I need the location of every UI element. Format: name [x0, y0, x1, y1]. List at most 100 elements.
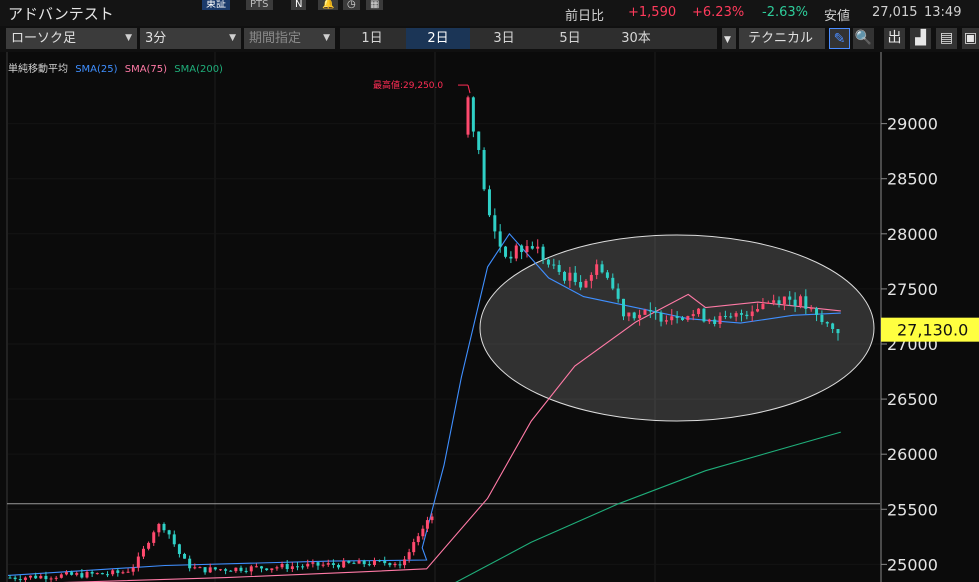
candle-body [836, 329, 840, 334]
alert-bell-icon[interactable]: 🔔 [318, 0, 339, 10]
candle-body [157, 523, 161, 533]
candle-body [493, 215, 497, 232]
candle-body [616, 288, 620, 299]
quote-time: 13:49 [924, 5, 962, 20]
candle-body [342, 560, 346, 568]
tab-tse[interactable]: 東証 [202, 0, 230, 10]
range-dropdown-button[interactable]: ▼ [722, 28, 736, 49]
candle-body [766, 302, 770, 304]
price-chart[interactable]: 2900028500280002750027000265002600025500… [0, 52, 979, 582]
period-select[interactable]: 期間指定 ▼ [244, 28, 335, 49]
candle-body [167, 530, 171, 535]
board-icon[interactable]: ▦ [366, 0, 384, 10]
candle-body [347, 560, 351, 563]
stock-title: アドバンテスト [8, 5, 114, 23]
candle-body [239, 567, 243, 571]
zoom-icon[interactable]: 🔍 [853, 28, 874, 49]
candle-body [750, 311, 754, 317]
candle-body [39, 575, 43, 579]
chart-type-select[interactable]: ローソク足 ▼ [6, 28, 137, 49]
candle-body [563, 271, 567, 281]
candle-body [152, 532, 156, 543]
candle-body [352, 562, 356, 564]
candle-body [126, 571, 130, 573]
low-label: 安値 [824, 9, 851, 24]
candle-body [525, 246, 529, 253]
output-icon[interactable]: 出 [884, 28, 905, 49]
candle-body [638, 314, 642, 319]
range-1d-button[interactable]: 1日 [361, 31, 383, 46]
candle-body [627, 312, 631, 317]
window-icon[interactable]: ▣ [962, 28, 979, 49]
candle-body [416, 536, 420, 543]
candle-body [798, 296, 802, 306]
legend-sma200: SMA(200) [174, 64, 223, 75]
y-tick-label: 28000 [887, 225, 938, 244]
chart-toolbar: ローソク足 ▼ 3分 ▼ 期間指定 ▼ 1日 2日 3日 5日 30本 ▼ テク… [0, 26, 979, 52]
range-2d-button[interactable]: 2日 [406, 28, 470, 49]
candle-body [54, 577, 58, 579]
y-tick-label: 25000 [887, 555, 938, 574]
candle-body [430, 516, 434, 521]
candle-body [316, 562, 320, 566]
candle-body [295, 566, 299, 568]
candle-body [546, 259, 550, 265]
candle-body [301, 566, 305, 568]
candle-body [654, 311, 658, 313]
candle-body [121, 572, 125, 574]
chart-area[interactable]: 29000 28500 28000 27500 27000 26500 26000 25500… [0, 52, 979, 582]
candle-body [13, 577, 17, 580]
candle-body [425, 520, 429, 529]
candle-body [275, 567, 279, 569]
candle-body [393, 563, 397, 566]
candle-body [172, 534, 176, 545]
candle-body [707, 319, 711, 322]
candle-body [680, 317, 684, 320]
candle-body [234, 567, 238, 572]
area-chart-icon[interactable]: ▟ [910, 28, 931, 49]
candle-body [49, 578, 53, 580]
candle-body [541, 246, 545, 260]
candle-body [357, 560, 361, 564]
news-icon[interactable]: N [291, 0, 307, 10]
candle-body [229, 570, 233, 572]
range-5d-button[interactable]: 5日 [559, 31, 581, 46]
candle-body [249, 566, 253, 572]
candle-body [648, 310, 652, 312]
candle-body [362, 560, 366, 565]
candle-body [100, 573, 104, 575]
sma200-line [455, 431, 841, 582]
candle-body [568, 272, 572, 281]
candle-body [622, 298, 626, 317]
y-tick-label: 27500 [887, 280, 938, 299]
top-bar: アドバンテスト 東証 PTS N 🔔 ◷ ▦ 前日比 +1,590 +6.23%… [0, 0, 979, 26]
pencil-icon[interactable]: ✎ [829, 28, 850, 49]
candle-body [372, 560, 376, 565]
candle-body [398, 564, 402, 566]
candle-body [64, 572, 68, 575]
sma75-line [62, 293, 841, 582]
range-3d-button[interactable]: 3日 [493, 31, 515, 46]
candle-body [183, 553, 187, 559]
candle-body [218, 569, 222, 571]
candle-body [691, 314, 695, 317]
candle-body [367, 564, 371, 566]
tab-pts[interactable]: PTS [246, 0, 273, 10]
history-icon[interactable]: ◷ [343, 0, 360, 10]
candle-body [70, 572, 74, 575]
range-30bars-button[interactable]: 30本 [621, 31, 651, 46]
candle-body [702, 308, 706, 322]
candle-body [311, 562, 315, 564]
candle-body [244, 570, 248, 572]
candle-body [18, 579, 22, 581]
interval-select[interactable]: 3分 ▼ [140, 28, 241, 49]
candle-body [23, 577, 27, 580]
candle-body [584, 280, 588, 288]
candle-body [686, 316, 690, 320]
document-icon[interactable]: ▤ [936, 28, 957, 49]
candle-body [498, 231, 502, 247]
technical-button[interactable]: テクニカル [739, 28, 825, 49]
candle-body [203, 567, 207, 573]
candle-body [831, 323, 835, 330]
current-price-tag [881, 317, 979, 342]
